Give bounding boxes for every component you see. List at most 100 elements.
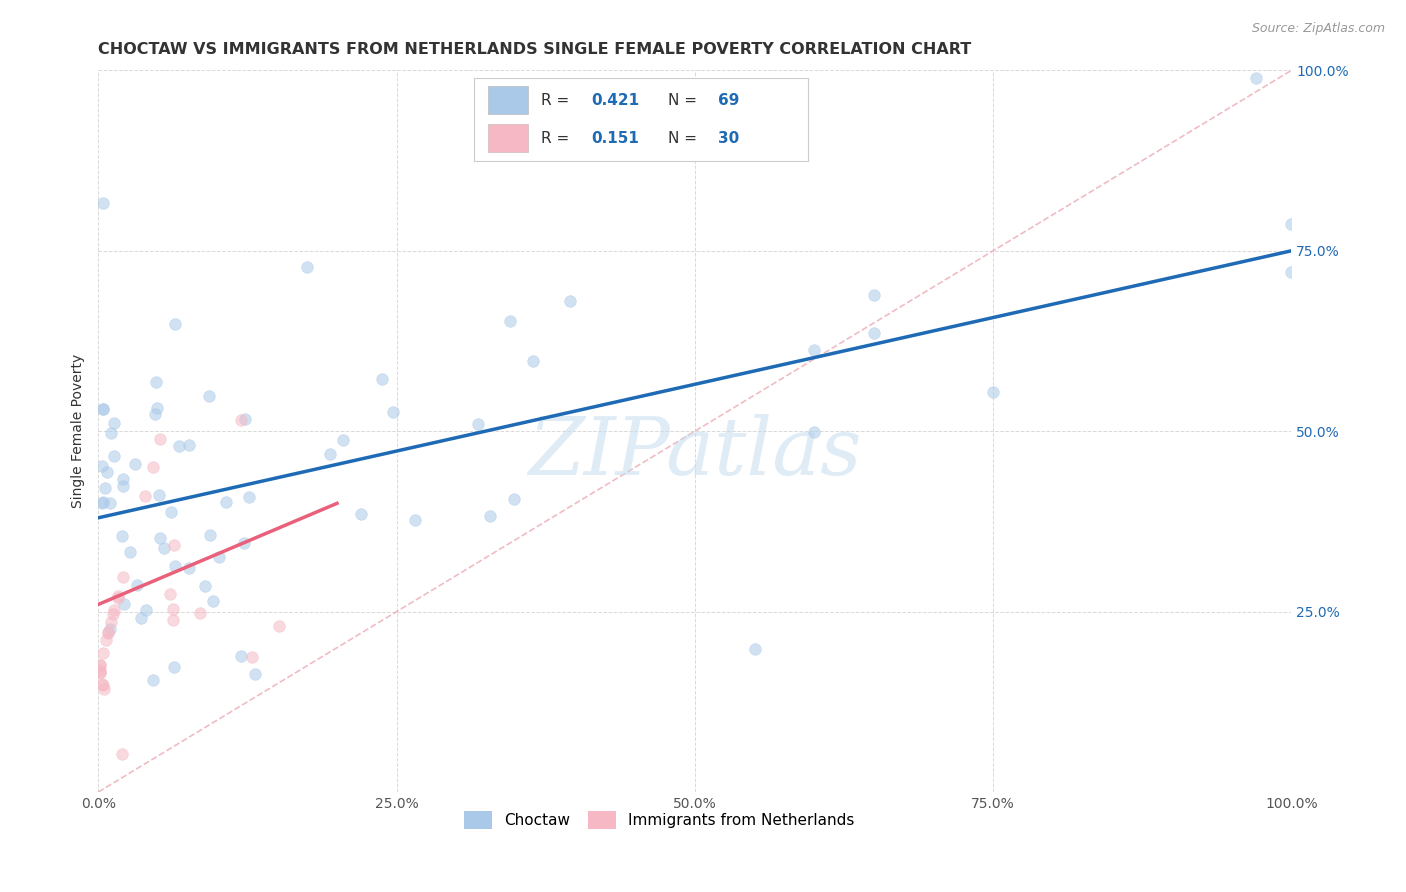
- Point: [198, 389, 221, 403]
- Point: [163, 317, 186, 331]
- Point: [231, 649, 253, 664]
- Point: [159, 587, 181, 601]
- Text: ZIPatlas: ZIPatlas: [529, 414, 862, 491]
- Point: [803, 425, 825, 439]
- Point: [142, 673, 165, 687]
- Point: [188, 607, 211, 621]
- Point: [862, 326, 884, 340]
- Point: [96, 465, 118, 479]
- Point: [404, 513, 426, 527]
- Point: [97, 625, 120, 640]
- Point: [91, 401, 114, 416]
- Point: [862, 288, 884, 302]
- Point: [558, 294, 581, 309]
- Point: [89, 665, 111, 680]
- Point: [127, 578, 149, 592]
- Point: [124, 457, 146, 471]
- Point: [194, 579, 217, 593]
- Point: [350, 507, 373, 521]
- Text: Source: ZipAtlas.com: Source: ZipAtlas.com: [1251, 22, 1385, 36]
- Point: [162, 614, 184, 628]
- Point: [93, 481, 115, 495]
- Point: [162, 602, 184, 616]
- Point: [208, 550, 231, 565]
- Point: [103, 416, 125, 430]
- Point: [89, 663, 111, 677]
- Point: [233, 412, 256, 426]
- Point: [499, 313, 522, 327]
- Point: [91, 676, 114, 690]
- Point: [103, 607, 125, 622]
- Point: [479, 508, 502, 523]
- Point: [169, 439, 191, 453]
- Point: [381, 404, 404, 418]
- Point: [97, 626, 120, 640]
- Point: [89, 658, 111, 673]
- Point: [1279, 217, 1302, 231]
- Point: [112, 479, 135, 493]
- Point: [803, 343, 825, 357]
- Point: [179, 438, 201, 452]
- Point: [98, 622, 121, 636]
- Point: [91, 647, 114, 661]
- Point: [100, 426, 122, 441]
- Point: [502, 491, 524, 506]
- Point: [91, 495, 114, 509]
- Point: [103, 603, 125, 617]
- Point: [1244, 70, 1267, 85]
- Point: [148, 487, 170, 501]
- Point: [111, 529, 134, 543]
- Point: [93, 402, 115, 417]
- Point: [522, 353, 544, 368]
- Point: [134, 489, 156, 503]
- Point: [238, 490, 260, 504]
- Point: [93, 195, 115, 210]
- Point: [201, 593, 224, 607]
- Point: [146, 401, 169, 415]
- Point: [112, 597, 135, 611]
- Point: [160, 505, 183, 519]
- Point: [163, 537, 186, 551]
- Point: [91, 459, 114, 474]
- Point: [145, 375, 167, 389]
- Point: [332, 433, 354, 447]
- Point: [103, 449, 125, 463]
- Point: [198, 528, 221, 542]
- Point: [96, 632, 118, 647]
- Point: [981, 385, 1004, 400]
- Point: [93, 681, 115, 696]
- Point: [143, 408, 166, 422]
- Point: [177, 561, 200, 575]
- Point: [744, 641, 766, 656]
- Point: [152, 541, 174, 555]
- Point: [149, 531, 172, 545]
- Point: [100, 615, 122, 629]
- Point: [135, 602, 157, 616]
- Text: CHOCTAW VS IMMIGRANTS FROM NETHERLANDS SINGLE FEMALE POVERTY CORRELATION CHART: CHOCTAW VS IMMIGRANTS FROM NETHERLANDS S…: [98, 42, 972, 57]
- Point: [120, 545, 142, 559]
- Point: [112, 570, 135, 584]
- Point: [107, 589, 129, 603]
- Point: [229, 413, 252, 427]
- Point: [91, 496, 114, 510]
- Point: [89, 657, 111, 672]
- Point: [91, 678, 114, 692]
- Point: [243, 666, 266, 681]
- Point: [295, 260, 318, 275]
- Point: [149, 432, 172, 446]
- Point: [267, 618, 290, 632]
- Point: [89, 665, 111, 679]
- Point: [129, 610, 152, 624]
- Point: [98, 496, 121, 510]
- Point: [467, 417, 489, 431]
- Point: [163, 660, 186, 674]
- Point: [112, 472, 135, 486]
- Point: [165, 558, 187, 573]
- Point: [371, 372, 394, 386]
- Point: [240, 649, 263, 664]
- Point: [319, 447, 342, 461]
- Point: [232, 535, 254, 549]
- Point: [107, 591, 129, 606]
- Point: [111, 747, 134, 762]
- Point: [215, 495, 238, 509]
